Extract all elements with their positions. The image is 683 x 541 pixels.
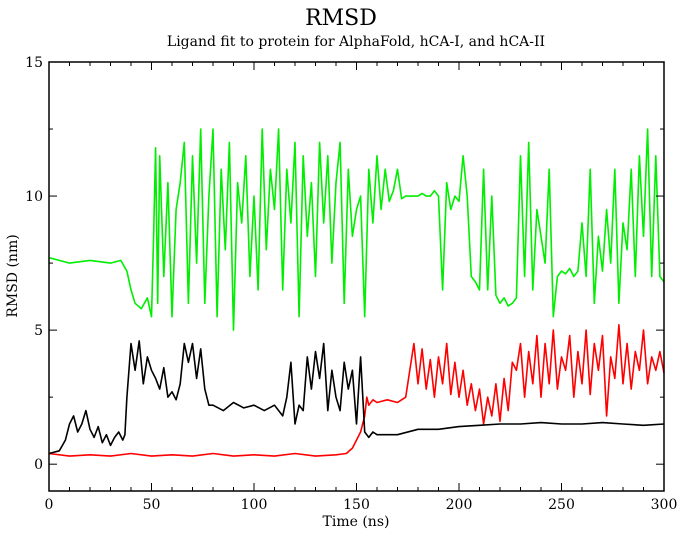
- x-tick-label: 150: [343, 497, 370, 513]
- y-tick-label: 15: [25, 55, 43, 71]
- x-tick-label: 300: [651, 497, 678, 513]
- x-tick-label: 200: [446, 497, 473, 513]
- series-line-0: [48, 128, 665, 331]
- chart-subtitle: Ligand fit to protein for AlphaFold, hCA…: [167, 34, 545, 50]
- series-layer: [48, 128, 665, 457]
- axes-layer: [48, 61, 665, 492]
- ticks-layer: 0 50 100 150 200 250 300 0 5 10 15: [25, 55, 677, 513]
- chart-title: RMSD: [305, 6, 377, 31]
- plot-frame: [48, 61, 665, 492]
- x-tick-label: 250: [548, 497, 575, 513]
- y-tick-label: 10: [25, 189, 43, 205]
- series-line-1: [48, 323, 665, 457]
- y-tick-label: 0: [34, 457, 43, 473]
- x-tick-label: 50: [143, 497, 161, 513]
- y-axis-label: RMSD (nm): [5, 234, 21, 317]
- x-tick-label: 100: [241, 497, 268, 513]
- x-tick-label: 0: [45, 497, 54, 513]
- y-tick-label: 5: [34, 323, 43, 339]
- x-axis-label: Time (ns): [323, 514, 390, 530]
- series-line-2: [48, 340, 665, 455]
